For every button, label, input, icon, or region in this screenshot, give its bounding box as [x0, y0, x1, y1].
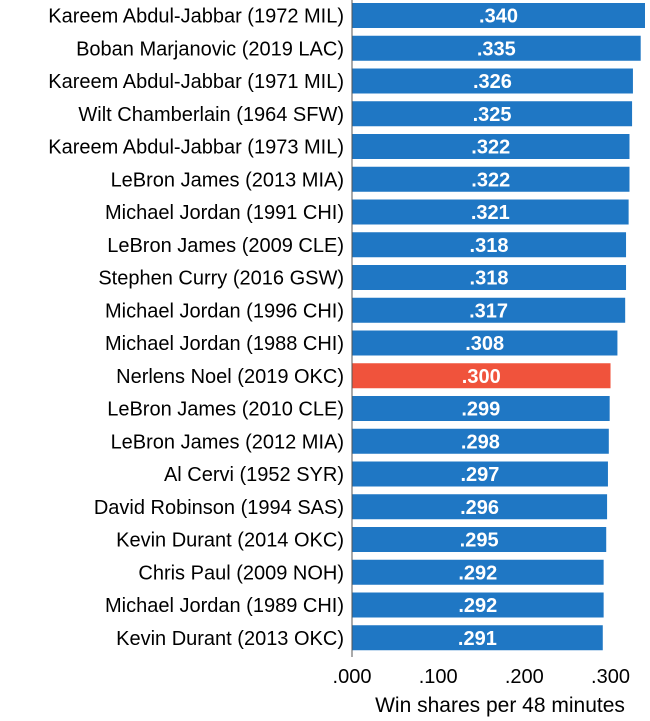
- bar-value-label: .291: [458, 628, 497, 650]
- bar-value-label: .296: [460, 497, 499, 519]
- bar: [352, 232, 627, 258]
- bar: [352, 3, 645, 28]
- bar-value-label: .322: [471, 137, 510, 159]
- category-label: Kevin Durant (2014 OKC): [116, 530, 344, 552]
- category-label: Stephen Curry (2016 GSW): [98, 268, 344, 290]
- bar: [352, 68, 633, 94]
- category-label: Wilt Chamberlain (1964 SFW): [78, 104, 344, 126]
- category-label: LeBron James (2009 CLE): [107, 235, 344, 257]
- category-labels-layer: Kareem Abdul-Jabbar (1972 MIL) Boban Marj…: [48, 6, 344, 650]
- bar-value-label: .298: [461, 431, 500, 453]
- bars-layer: .340 .335 .326 .325 .322 .322 .321 .318 .318 .317…: [352, 3, 645, 651]
- bar: [352, 265, 627, 290]
- category-label: Chris Paul (2009 NOH): [138, 562, 344, 584]
- category-label: Michael Jordan (1989 CHI): [105, 595, 344, 617]
- bar-value-label: .300: [462, 366, 501, 388]
- bar: [352, 461, 608, 487]
- bar: [352, 101, 633, 127]
- category-label: Michael Jordan (1988 CHI): [105, 333, 344, 355]
- category-label: Al Cervi (1952 SYR): [164, 464, 344, 486]
- x-tick-label: .300: [591, 666, 630, 688]
- category-label: David Robinson (1994 SAS): [94, 497, 344, 519]
- bar-value-label: .292: [458, 595, 497, 617]
- bar: [352, 297, 626, 323]
- bar: [352, 527, 607, 552]
- bar: [352, 592, 604, 618]
- bar-value-label: .340: [479, 6, 518, 28]
- bar-value-label: .297: [461, 464, 500, 486]
- bar-value-label: .318: [470, 268, 509, 290]
- x-tick-label: .200: [505, 666, 544, 688]
- category-label: Kareem Abdul-Jabbar (1971 MIL): [48, 71, 344, 93]
- bar: [352, 199, 629, 225]
- x-axis-ticks-layer: .000 .100 .200 .300: [333, 666, 630, 688]
- bar: [352, 330, 618, 356]
- bar-value-label: .321: [471, 202, 510, 224]
- x-axis-title: Win shares per 48 minutes: [375, 694, 625, 717]
- bar: [352, 625, 603, 651]
- bar-value-label: .322: [471, 169, 510, 191]
- category-label: Nerlens Noel (2019 OKC): [116, 366, 344, 388]
- bar: [352, 428, 609, 454]
- category-label: LeBron James (2010 CLE): [107, 399, 344, 421]
- x-tick-label: .100: [419, 666, 458, 688]
- bar-value-label: .299: [461, 399, 500, 421]
- bar-value-label: .318: [470, 235, 509, 257]
- bar: [352, 166, 630, 192]
- bar-value-label: .308: [465, 333, 504, 355]
- bar-value-label: .292: [458, 562, 497, 584]
- category-label: Kareem Abdul-Jabbar (1972 MIL): [48, 6, 344, 28]
- bar: [352, 363, 611, 389]
- bar: [352, 396, 610, 421]
- bar-value-label: .326: [473, 71, 512, 93]
- bar: [352, 134, 630, 159]
- bar: [352, 559, 604, 585]
- bar-value-label: .295: [460, 530, 499, 552]
- bar: [352, 35, 641, 61]
- category-label: Boban Marjanovic (2019 LAC): [76, 38, 344, 60]
- category-label: Kareem Abdul-Jabbar (1973 MIL): [48, 137, 344, 159]
- category-label: LeBron James (2013 MIA): [111, 169, 344, 191]
- category-label: Kevin Durant (2013 OKC): [116, 628, 344, 650]
- bar-value-label: .335: [477, 38, 516, 60]
- bar: [352, 494, 608, 520]
- bar-value-label: .317: [469, 300, 508, 322]
- category-label: LeBron James (2012 MIA): [111, 431, 344, 453]
- bar-value-label: .325: [473, 104, 512, 126]
- x-tick-label: .000: [333, 666, 372, 688]
- category-label: Michael Jordan (1991 CHI): [105, 202, 344, 224]
- category-label: Michael Jordan (1996 CHI): [105, 300, 344, 322]
